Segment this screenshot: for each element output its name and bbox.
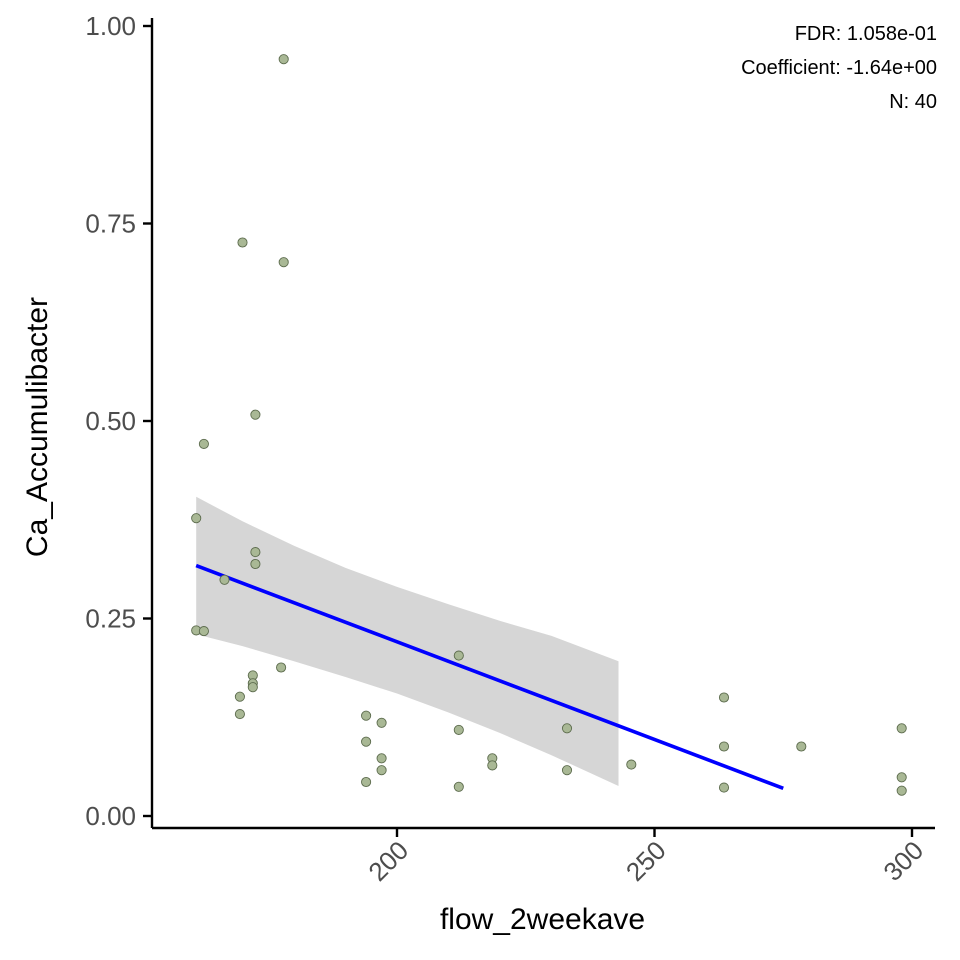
data-point	[896, 785, 907, 796]
data-point	[361, 710, 372, 721]
y-tick-label: 0.50	[85, 406, 136, 436]
stats-annotations: FDR: 1.058e-01 Coefficient: -1.64e+00 N:…	[741, 23, 937, 113]
data-point	[561, 723, 573, 734]
data-point	[376, 717, 387, 728]
data-point	[198, 438, 209, 449]
data-point	[234, 709, 245, 720]
data-point	[626, 759, 637, 770]
data-point	[278, 54, 289, 65]
x-axis-title: flow_2weekave	[440, 903, 645, 936]
annotation-coefficient: Coefficient: -1.64e+00	[741, 57, 937, 79]
data-point	[250, 547, 261, 558]
y-tick-label: 0.00	[85, 801, 136, 831]
data-point	[453, 781, 464, 792]
data-point	[896, 723, 907, 734]
data-point	[376, 765, 387, 776]
x-tick-label: 250	[620, 835, 672, 887]
data-point	[237, 237, 248, 248]
y-axis-title: Ca_Accumulibacter	[21, 297, 54, 557]
data-point	[276, 662, 287, 673]
confidence-band	[196, 496, 619, 786]
y-tick-label: 0.75	[85, 209, 136, 239]
confidence-band-layer	[196, 496, 619, 786]
data-point	[487, 760, 498, 771]
data-point	[219, 574, 230, 585]
data-point	[718, 692, 730, 703]
x-tick-label: 300	[877, 835, 929, 887]
y-axis-ticks: 0.00 0.25 0.50 0.75 1.00	[85, 11, 152, 831]
data-point	[718, 782, 730, 793]
data-point	[234, 691, 245, 702]
data-point	[250, 558, 261, 570]
fit-line-layer	[195, 563, 784, 791]
data-point	[453, 724, 464, 735]
y-tick-label: 0.25	[85, 604, 136, 634]
data-points-layer	[191, 54, 907, 796]
annotation-n: N: 40	[889, 91, 937, 113]
data-point	[278, 257, 289, 268]
data-point	[453, 650, 464, 661]
data-point	[718, 741, 730, 752]
data-point	[361, 776, 372, 788]
x-axis-ticks: 200 250 300	[362, 828, 929, 887]
data-point	[361, 736, 372, 747]
data-point	[247, 682, 258, 693]
data-point	[896, 772, 907, 783]
annotation-fdr: FDR: 1.058e-01	[795, 23, 937, 45]
y-tick-label: 1.00	[85, 11, 136, 41]
data-point	[250, 409, 261, 420]
data-point	[796, 741, 807, 752]
data-point	[376, 753, 387, 764]
data-point	[191, 513, 202, 524]
data-point	[198, 626, 209, 637]
x-tick-label: 200	[362, 835, 414, 887]
regression-line	[195, 563, 784, 791]
data-point	[561, 765, 573, 776]
